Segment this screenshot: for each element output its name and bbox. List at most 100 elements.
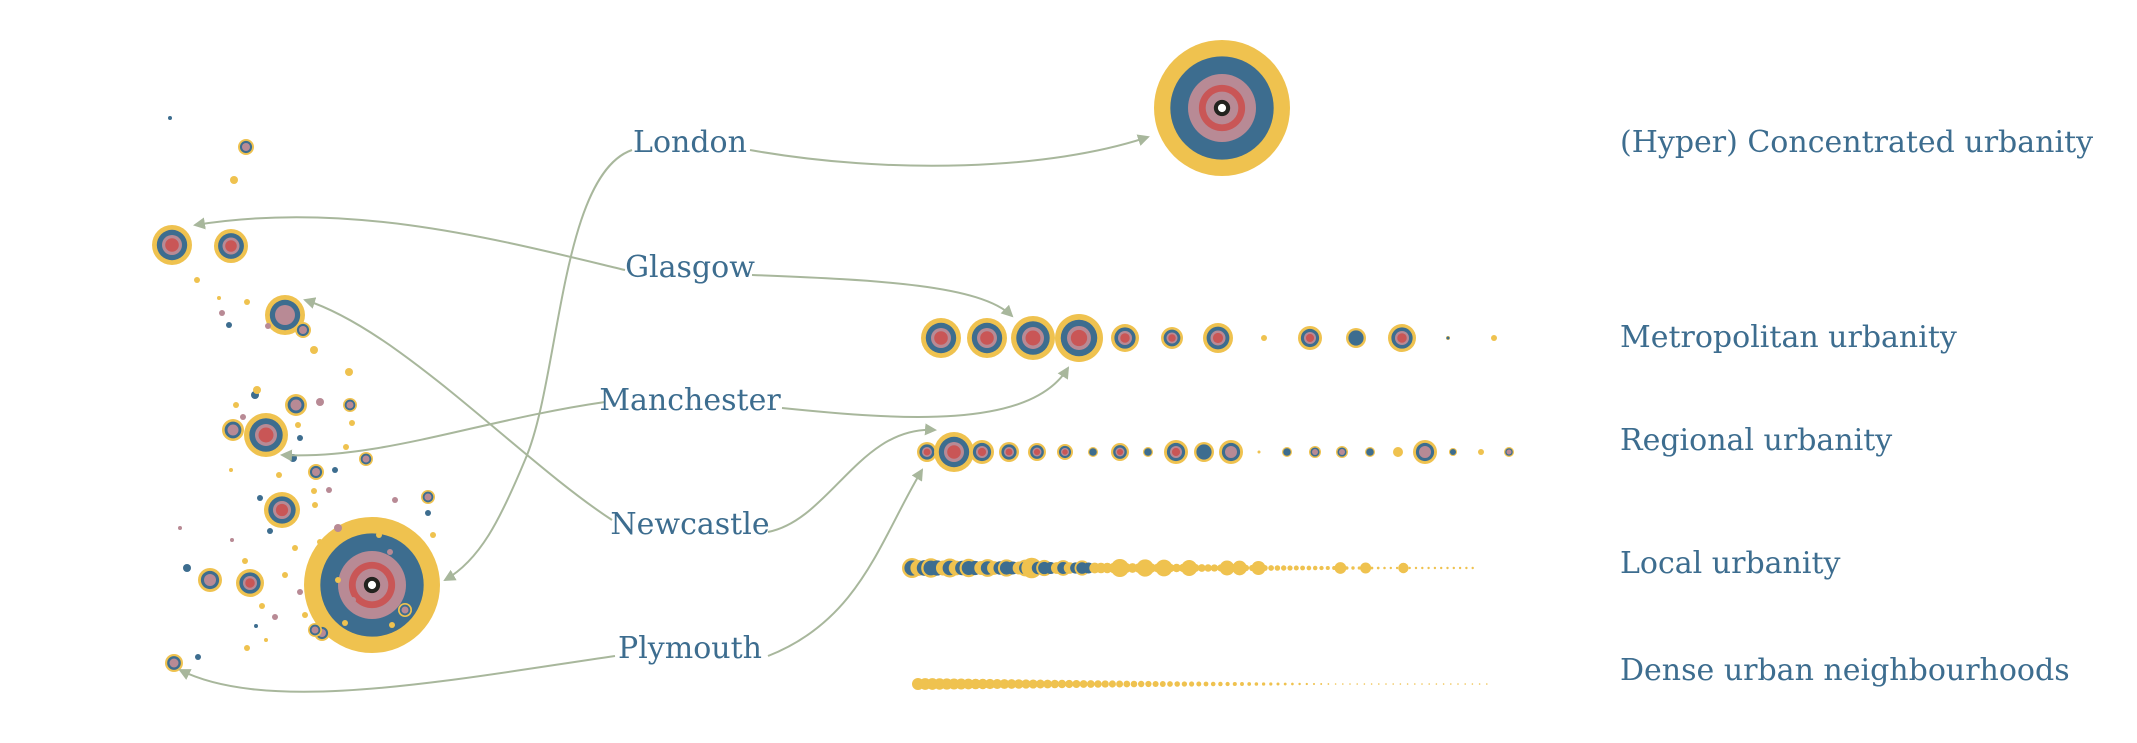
metropolitan-dot-9-ring-4 <box>1305 333 1315 343</box>
metropolitan-dot-4 <box>1055 314 1103 362</box>
metropolitan-dot-6-ring-4 <box>1168 334 1176 342</box>
dense-dot-34 <box>1152 680 1159 688</box>
local-dot-90 <box>1471 566 1474 570</box>
settlement-dot-41 <box>217 296 221 300</box>
settlement-dot-3 <box>194 277 200 283</box>
settlement-dot-21 <box>242 558 248 564</box>
birmingham-map-target-ring-4 <box>275 503 289 517</box>
regional-dot-21 <box>1478 449 1484 455</box>
local-dot-70 <box>1344 566 1349 570</box>
manchester-map-target <box>244 413 288 457</box>
regional-dot-17-ring-2 <box>1366 448 1374 456</box>
settlement-dot-35 <box>349 420 355 426</box>
local-dot-67 <box>1325 565 1330 571</box>
dense-dot-75 <box>1450 683 1452 685</box>
metropolitan-dot-12 <box>1446 336 1450 340</box>
norwich-map-target-ring-3 <box>424 493 432 501</box>
dense-dot-66 <box>1385 683 1387 685</box>
norwich-map-target <box>421 490 435 504</box>
regional-dot-9 <box>1143 447 1153 457</box>
local-dot-81 <box>1414 566 1418 570</box>
settlement-dot-4 <box>219 310 225 316</box>
regional-dot-5-ring-4 <box>1033 448 1041 456</box>
dense-dot-13 <box>999 679 1010 689</box>
leeds-map-target <box>285 394 307 416</box>
concentrated-target-center-dot <box>1217 103 1227 113</box>
category-rows <box>902 40 1514 690</box>
dense-dot-60 <box>1342 683 1344 685</box>
settlement-dot-56 <box>387 549 393 555</box>
cardiff-map-target <box>198 568 222 592</box>
manchester-to-metropolitan-arrow <box>781 366 1070 418</box>
local-dot-80 <box>1408 566 1411 570</box>
city-label-plymouth: Plymouth <box>618 631 762 666</box>
regional-dot-8-ring-4 <box>1116 448 1124 456</box>
dense-dot-53 <box>1291 682 1294 686</box>
regional-dot-1 <box>917 442 937 462</box>
metropolitan-dot-1 <box>921 318 961 358</box>
aberdeen-map-target <box>238 139 254 155</box>
city-label-glasgow: Glasgow <box>625 250 755 285</box>
edinburgh-map-target-ring-4 <box>225 240 237 252</box>
dense-dot-45 <box>1232 681 1237 687</box>
regional-dot-17 <box>1365 447 1375 457</box>
regional-dot-3 <box>970 440 994 464</box>
metropolitan-dot-2 <box>967 318 1007 358</box>
settlement-dot-36-ring-3 <box>362 455 370 463</box>
settlement-dot-58-ring-3 <box>311 626 319 634</box>
regional-dot-2-ring-4 <box>947 445 961 459</box>
regional-dot-15 <box>1309 446 1321 458</box>
dense-dot-36 <box>1167 681 1173 687</box>
settlement-dot-19 <box>317 539 323 545</box>
regional-dot-18 <box>1393 447 1403 457</box>
settlement-dot-44 <box>265 323 271 329</box>
dense-dot-24 <box>1079 680 1088 688</box>
dense-dot-77 <box>1464 683 1466 685</box>
leeds-map-target-ring-3 <box>290 399 302 411</box>
nottingham-map-target-ring-3 <box>312 468 320 476</box>
dense-dot-67 <box>1392 683 1394 685</box>
dense-dot-51 <box>1276 682 1280 686</box>
settlement-dot-48 <box>326 487 332 493</box>
regional-dot-20 <box>1449 448 1457 456</box>
metropolitan-dot-9 <box>1298 326 1322 350</box>
dense-dot-61 <box>1349 683 1351 685</box>
settlement-dot-57 <box>376 532 382 538</box>
dense-dot-37 <box>1174 681 1180 687</box>
newcastle-map-target <box>265 295 305 335</box>
metropolitan-dot-10-ring-2 <box>1348 330 1364 346</box>
city-label-london: London <box>633 125 747 160</box>
city-label-newcastle: Newcastle <box>610 507 769 542</box>
settlement-dot-33 <box>302 612 308 618</box>
dense-dot-43 <box>1218 681 1223 687</box>
regional-dot-11 <box>1194 442 1214 462</box>
settlement-dot-6-ring-3 <box>346 401 354 409</box>
dense-dot-17 <box>1028 679 1038 689</box>
dense-dot-80 <box>1486 683 1488 685</box>
settlement-dot-7 <box>345 368 353 376</box>
dense-dot-14 <box>1006 679 1017 689</box>
manchester-to-map-arrow <box>280 401 606 462</box>
local-dot-58 <box>1268 565 1274 571</box>
dense-dot-63 <box>1363 683 1366 685</box>
settlement-dot-17 <box>292 545 298 551</box>
dense-dot-19 <box>1043 679 1052 689</box>
dense-dot-23 <box>1072 679 1081 689</box>
dense-dot-30 <box>1123 680 1131 688</box>
dense-dot-72 <box>1428 683 1430 685</box>
local-dot-46 <box>1191 564 1200 572</box>
metropolitan-dot-8 <box>1261 335 1267 341</box>
settlement-dot-29 <box>244 645 250 651</box>
bristol-map-target <box>236 569 264 597</box>
metropolitan-dot-7-ring-4 <box>1212 332 1224 344</box>
settlement-dot-1 <box>230 176 238 184</box>
regional-dot-19-ring-3 <box>1419 446 1431 458</box>
category-label-metropolitan: Metropolitan urbanity <box>1620 320 1957 355</box>
regional-dot-3-ring-4 <box>977 447 987 457</box>
dense-dot-73 <box>1435 683 1438 685</box>
middlesbrough-map-target-ring-3 <box>299 326 307 334</box>
dense-dot-62 <box>1356 683 1358 685</box>
settlement-dot-12 <box>240 414 246 420</box>
metropolitan-dot-3-ring-4 <box>1025 330 1041 346</box>
regional-dot-19 <box>1413 440 1437 464</box>
